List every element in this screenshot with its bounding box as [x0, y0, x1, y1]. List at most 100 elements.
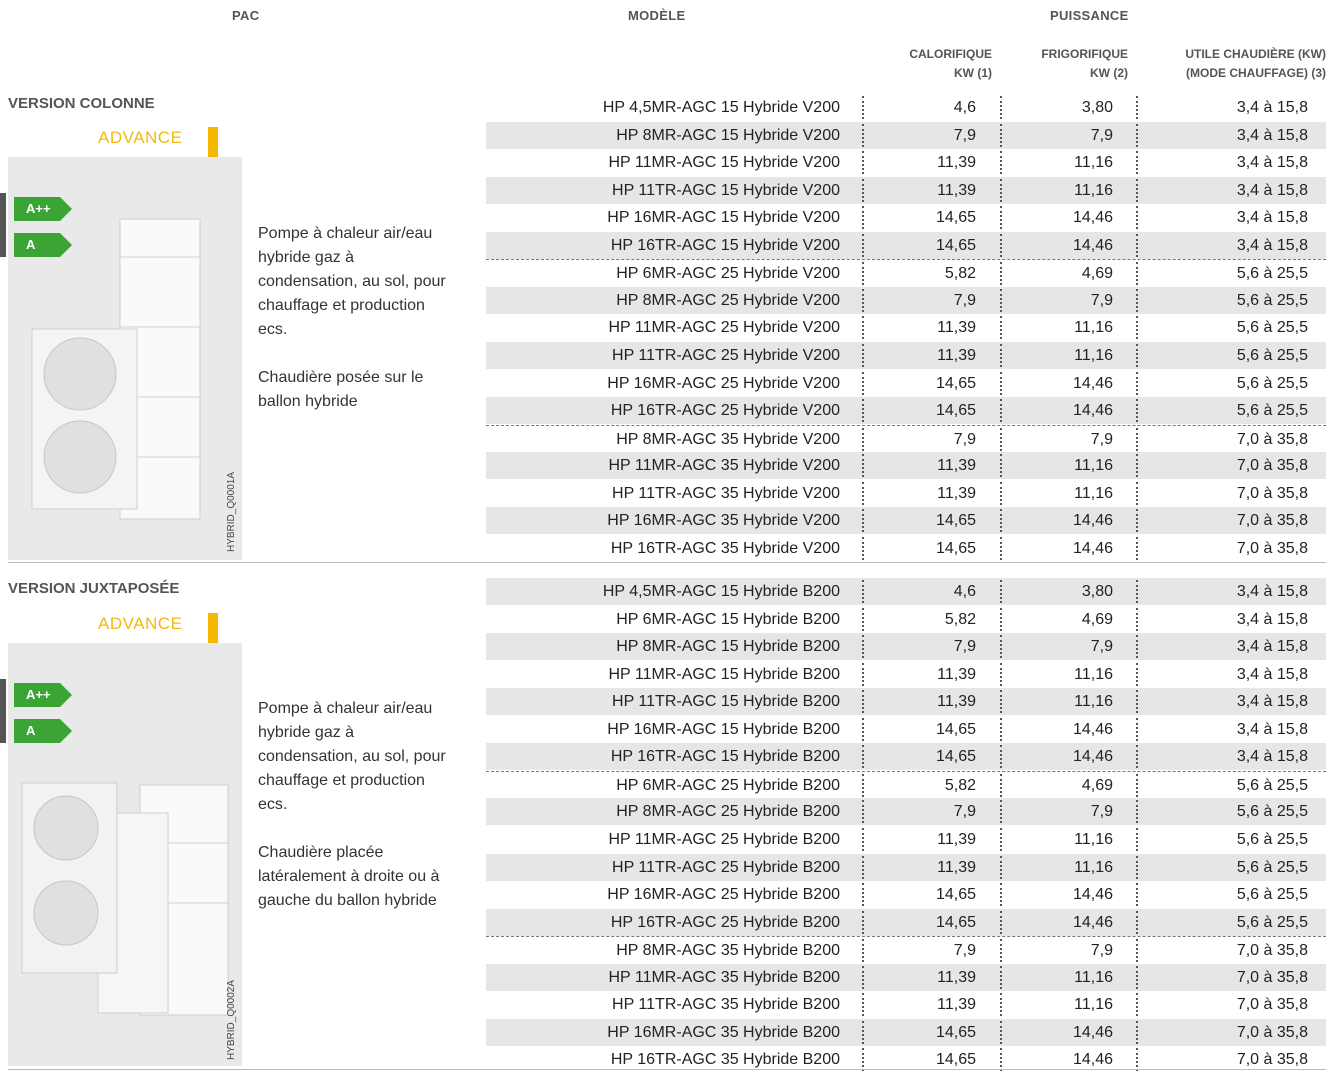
column-separator — [1136, 910, 1138, 934]
cell-calorifique: 14,65 — [935, 720, 976, 738]
cell-calorifique: 5,82 — [944, 610, 976, 628]
column-separator — [862, 773, 864, 797]
cell-calorifique: 14,65 — [935, 539, 976, 557]
column-separator — [862, 607, 864, 631]
cell-calorifique: 11,39 — [937, 154, 976, 172]
cell-frigorifique: 11,16 — [1074, 484, 1113, 502]
column-separator — [1000, 454, 1002, 478]
cell-frigorifique: 14,46 — [1072, 539, 1113, 557]
column-separator — [1000, 316, 1002, 340]
column-separator — [862, 343, 864, 367]
header-utile-line1: UTILE CHAUDIÈRE (KW) — [1185, 47, 1326, 61]
energy-class-a: A — [14, 233, 72, 257]
table-row: HP 6MR-AGC 15 Hybride B200 5,82 4,69 3,4 à … — [486, 606, 1326, 633]
column-separator — [862, 993, 864, 1017]
column-separator — [1000, 509, 1002, 533]
column-separator — [1136, 454, 1138, 478]
table-row: HP 8MR-AGC 25 Hybride V200 7,9 7,9 5,6 à 25… — [486, 286, 1326, 314]
description-juxtaposee: Pompe à chaleur air/eau hybride gaz à co… — [258, 697, 458, 937]
column-separator — [1136, 607, 1138, 631]
description-colonne: Pompe à chaleur air/eau hybride gaz à co… — [258, 222, 458, 438]
heat-pump-illustration — [21, 782, 229, 1016]
column-separator — [1136, 800, 1138, 824]
table-row: HP 16MR-AGC 25 Hybride B200 14,65 14,46 5,6… — [486, 881, 1326, 908]
header-calorifique: CALORIFIQUE KW (1) — [870, 45, 992, 83]
cell-calorifique: 7,9 — [953, 638, 976, 656]
column-separator — [1136, 151, 1138, 175]
column-separator — [1136, 993, 1138, 1017]
cell-model: HP 11MR-AGC 25 Hybride B200 — [608, 830, 840, 848]
cell-frigorifique: 14,46 — [1072, 913, 1113, 931]
cell-utile: 3,4 à 15,8 — [1236, 583, 1308, 600]
cell-frigorifique: 11,16 — [1074, 154, 1113, 172]
cell-calorifique: 7,9 — [953, 942, 976, 960]
column-separator — [862, 883, 864, 907]
table-row: HP 11TR-AGC 25 Hybride B200 11,39 11,16 5,6… — [486, 853, 1326, 881]
cell-utile: 3,4 à 15,8 — [1236, 99, 1308, 116]
column-separator — [1000, 993, 1002, 1017]
cell-utile: 5,6 à 25,5 — [1236, 291, 1308, 309]
cell-utile: 3,4 à 15,8 — [1236, 610, 1308, 628]
cell-model: HP 8MR-AGC 35 Hybride V200 — [616, 430, 840, 448]
column-separator — [1136, 690, 1138, 714]
table-row: HP 16TR-AGC 35 Hybride B200 14,65 14,46 7,0… — [486, 1046, 1326, 1073]
cell-calorifique: 14,65 — [935, 913, 976, 931]
cell-frigorifique: 4,69 — [1081, 776, 1113, 794]
column-separator — [862, 123, 864, 147]
column-separator — [1136, 123, 1138, 147]
cell-calorifique: 14,65 — [935, 1051, 976, 1069]
table-row: HP 16MR-AGC 15 Hybride B200 14,65 14,46 3,4… — [486, 716, 1326, 743]
column-separator — [1000, 910, 1002, 934]
column-separator — [1000, 580, 1002, 603]
column-separator — [862, 454, 864, 478]
column-separator — [1136, 536, 1138, 560]
cell-calorifique: 11,39 — [937, 996, 976, 1014]
header-modele: MODÈLE — [628, 8, 686, 23]
column-separator — [1000, 96, 1002, 119]
energy-class-a: A — [14, 719, 72, 743]
cell-utile: 7,0 à 35,8 — [1236, 942, 1308, 960]
cell-frigorifique: 14,46 — [1072, 748, 1113, 766]
cell-calorifique: 11,39 — [937, 319, 976, 337]
column-separator — [862, 233, 864, 257]
cell-utile: 7,0 à 35,8 — [1236, 457, 1308, 475]
badge-advance: ADVANCE — [98, 614, 183, 633]
cell-model: HP 6MR-AGC 25 Hybride B200 — [616, 776, 840, 794]
column-separator — [862, 262, 864, 286]
column-separator — [1136, 178, 1138, 202]
column-separator — [1136, 965, 1138, 989]
column-separator — [862, 690, 864, 714]
column-separator — [862, 635, 864, 659]
cell-utile: 5,6 à 25,5 — [1236, 319, 1308, 337]
cell-frigorifique: 11,16 — [1074, 996, 1113, 1014]
cell-utile: 7,0 à 35,8 — [1236, 512, 1308, 530]
table-row: HP 16TR-AGC 35 Hybride V200 14,65 14,46 7,0… — [486, 535, 1326, 562]
column-separator — [1136, 855, 1138, 879]
product-photo-juxtaposee — [8, 643, 242, 1066]
table-row: HP 16MR-AGC 15 Hybride V200 14,65 14,46 3,4… — [486, 204, 1326, 231]
cell-utile: 5,6 à 25,5 — [1236, 858, 1308, 876]
header-utile: UTILE CHAUDIÈRE (KW) (MODE CHAUFFAGE) (3… — [1140, 45, 1326, 83]
cell-frigorifique: 11,16 — [1074, 181, 1113, 199]
column-separator — [862, 427, 864, 451]
column-separator — [862, 371, 864, 395]
column-separator — [1136, 96, 1138, 119]
cell-utile: 7,0 à 35,8 — [1236, 430, 1308, 448]
column-separator — [1136, 773, 1138, 797]
column-separator — [1000, 690, 1002, 714]
cell-model: HP 16TR-AGC 25 Hybride V200 — [610, 402, 840, 420]
column-separator — [862, 910, 864, 934]
cell-utile: 3,4 à 15,8 — [1236, 209, 1308, 227]
section-title-colonne: VERSION COLONNE — [8, 95, 155, 112]
column-separator — [862, 965, 864, 989]
cell-utile: 3,4 à 15,8 — [1236, 236, 1308, 254]
product-photo-colonne — [8, 157, 242, 560]
cell-model: HP 16MR-AGC 35 Hybride V200 — [607, 512, 840, 530]
column-separator — [1136, 206, 1138, 230]
cell-model: HP 16MR-AGC 35 Hybride B200 — [607, 1023, 840, 1041]
table-row: HP 8MR-AGC 15 Hybride V200 7,9 7,9 3,4 à 15… — [486, 121, 1326, 149]
table-row: HP 8MR-AGC 35 Hybride V200 7,9 7,9 7,0 à 35… — [486, 424, 1326, 453]
cell-calorifique: 7,9 — [953, 126, 976, 144]
column-separator — [862, 662, 864, 686]
cell-frigorifique: 11,16 — [1074, 968, 1113, 986]
